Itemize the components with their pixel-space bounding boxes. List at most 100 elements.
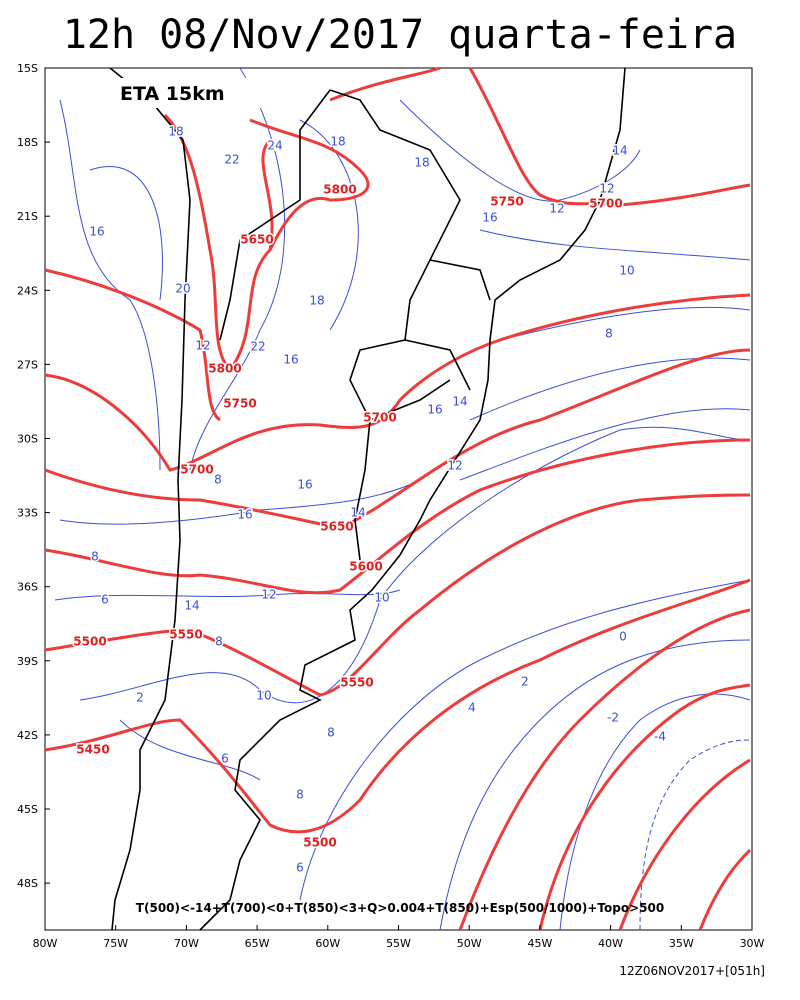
lat-label: 27S (17, 358, 38, 371)
lon-label: 30W (740, 937, 765, 950)
lat-label: 42S (17, 729, 38, 742)
height-label: 5750 (223, 397, 256, 411)
thickness-label: 12 (599, 182, 614, 196)
thickness-label: -2 (607, 711, 619, 725)
height-label: 5550 (169, 628, 202, 642)
thickness-label: 16 (482, 211, 497, 225)
height-line (329, 66, 751, 207)
thickness-label: 12 (447, 459, 462, 473)
height-line (44, 348, 751, 530)
thickness-label: 2 (521, 675, 529, 689)
height-line (44, 293, 751, 472)
thickness-line (119, 579, 751, 901)
lon-label: 35W (669, 937, 694, 950)
coastline (109, 67, 626, 931)
lat-label: 21S (17, 210, 38, 223)
height-line (44, 493, 751, 697)
thickness-label: 8 (605, 327, 613, 341)
thickness-label: 16 (89, 225, 104, 239)
lon-label: 65W (245, 937, 270, 950)
height-line (44, 578, 751, 834)
lon-label: 55W (386, 937, 411, 950)
lon-label: 60W (315, 937, 340, 950)
thickness-label: 12 (261, 588, 276, 602)
lon-label: 40W (598, 937, 623, 950)
lon-label: 45W (527, 937, 552, 950)
thickness-label: 6 (101, 593, 109, 607)
thickness-label: 22 (250, 340, 265, 354)
thickness-label: -4 (654, 730, 666, 744)
lon-label: 70W (174, 937, 199, 950)
thickness-label: 18 (309, 294, 324, 308)
legend-text: T(500)<-14+T(700)<0+T(850)<3+Q>0.004+T(8… (136, 901, 664, 915)
thickness-label: 10 (374, 591, 389, 605)
thickness-label: 8 (215, 635, 223, 649)
height-label: 5600 (349, 560, 382, 574)
model-label: ETA 15km (120, 83, 225, 105)
thickness-line (399, 99, 751, 261)
thickness-label: 16 (237, 508, 252, 522)
thickness-label: 6 (296, 861, 304, 875)
thickness-label: 6 (221, 752, 229, 766)
height-label: 5500 (303, 836, 336, 850)
thickness-label: 10 (619, 264, 634, 278)
thickness-label: 18 (414, 156, 429, 170)
coastlines (109, 67, 626, 931)
lat-label: 36S (17, 581, 38, 594)
height-label: 5800 (323, 183, 356, 197)
height-label: 5450 (76, 743, 109, 757)
thickness-label: 4 (468, 701, 476, 715)
contours-height (44, 66, 752, 931)
height-line (249, 118, 370, 251)
height-label: 5700 (180, 463, 213, 477)
thickness-label: 14 (452, 395, 467, 409)
thickness-label: 16 (283, 353, 298, 367)
height-line (44, 268, 222, 422)
lat-label: 39S (17, 655, 38, 668)
thickness-label: 8 (214, 473, 222, 487)
thickness-label: 10 (256, 689, 271, 703)
height-line (458, 608, 752, 931)
height-line (163, 113, 274, 373)
thickness-label: 12 (195, 339, 210, 353)
run-label: 12Z06NOV2017+[051h] (619, 964, 765, 978)
thickness-line (189, 67, 359, 471)
lon-label: 50W (457, 937, 482, 950)
thickness-label: 14 (350, 506, 365, 520)
thickness-label: 14 (612, 144, 627, 158)
thickness-label: 16 (297, 478, 312, 492)
height-label: 5800 (208, 362, 241, 376)
height-label: 5500 (73, 635, 106, 649)
height-label: 5700 (363, 411, 396, 425)
lat-label: 15S (17, 62, 38, 75)
thickness-label: 8 (327, 726, 335, 740)
lat-label: 33S (17, 507, 38, 520)
title: 12h 08/Nov/2017 quarta-feira (63, 12, 737, 58)
lon-label: 80W (33, 937, 58, 950)
thickness-label: 2 (136, 691, 144, 705)
thickness-label: 14 (184, 599, 199, 613)
height-label: 5550 (340, 676, 373, 690)
thickness-label: 12 (549, 202, 564, 216)
height-line (44, 438, 751, 595)
lat-label: 30S (17, 433, 38, 446)
lat-label: 18S (17, 136, 38, 149)
thickness-label: 8 (91, 550, 99, 564)
border (219, 89, 491, 561)
thickness-label: 18 (330, 135, 345, 149)
thickness-label: 16 (427, 403, 442, 417)
height-label: 5700 (589, 197, 622, 211)
thickness-label: 24 (267, 139, 282, 153)
thickness-line (59, 99, 163, 471)
model-box (92, 78, 262, 108)
thickness-label: 22 (224, 153, 239, 167)
lat-label: 45S (17, 803, 38, 816)
height-label: 5650 (240, 233, 273, 247)
thickness-label: 20 (175, 282, 190, 296)
thickness-label: 18 (168, 125, 183, 139)
lat-label: 24S (17, 284, 38, 297)
height-label: 5650 (320, 520, 353, 534)
thickness-line (459, 306, 751, 481)
height-label: 5750 (490, 195, 523, 209)
